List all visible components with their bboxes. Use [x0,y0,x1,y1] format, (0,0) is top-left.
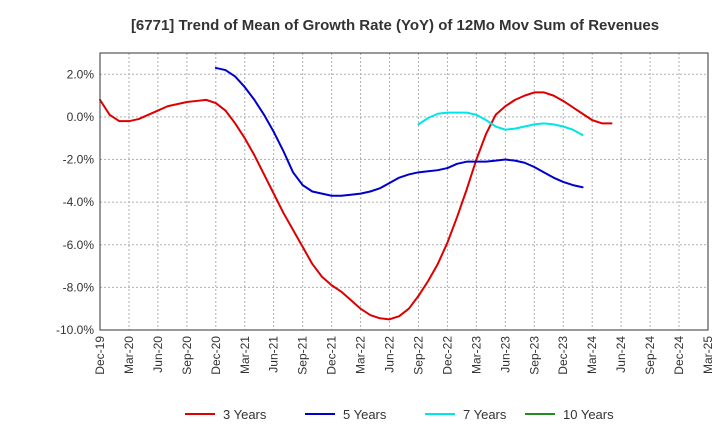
y-tick-label: 0.0% [67,110,95,124]
x-tick-label: Jun-24 [614,336,628,373]
legend-label: 5 Years [343,407,387,422]
legend: 3 Years 5 Years 7 Years 10 Years [185,407,614,422]
x-tick-label: Dec-23 [556,336,570,375]
x-tick-label: Mar-20 [122,336,136,374]
y-axis-ticks: 2.0% 0.0% -2.0% -4.0% -6.0% -8.0% -10.0% [56,67,94,337]
legend-label: 3 Years [223,407,267,422]
x-tick-label: Jun-21 [267,336,281,373]
grid [99,53,709,331]
y-tick-label: -4.0% [63,195,95,209]
series-lines [99,66,613,321]
x-tick-label: Sep-23 [527,336,541,375]
x-tick-label: Mar-24 [585,336,599,374]
y-tick-label: -8.0% [63,280,95,294]
x-tick-label: Dec-19 [93,336,107,375]
x-tick-label: Jun-23 [498,336,512,373]
series-line-5-years [214,66,584,197]
x-tick-label: Sep-22 [411,336,425,375]
y-tick-label: -10.0% [56,323,94,337]
legend-label: 10 Years [563,407,614,422]
x-axis-ticks: Dec-19 Mar-20 Jun-20 Sep-20 Dec-20 Mar-21 Jun-… [93,336,715,375]
x-tick-label: Sep-24 [643,336,657,375]
x-tick-label: Dec-21 [325,336,339,375]
series-line-7-years [417,111,584,137]
x-tick-label: Dec-20 [209,336,223,375]
x-tick-label: Mar-21 [238,336,252,374]
x-tick-label: Mar-23 [469,336,483,374]
y-tick-label: -2.0% [63,153,95,167]
y-tick-label: -6.0% [63,238,95,252]
legend-label: 7 Years [463,407,507,422]
x-tick-label: Jun-22 [383,336,397,373]
x-tick-label: Dec-24 [672,336,686,375]
x-tick-label: Dec-22 [440,336,454,375]
x-tick-label: Sep-21 [296,336,310,375]
series-line-3-years [99,91,613,321]
y-tick-label: 2.0% [67,67,95,81]
plot-frame [99,52,709,331]
chart-title: [6771] Trend of Mean of Growth Rate (YoY… [131,17,659,34]
x-tick-label: Sep-20 [180,336,194,375]
x-tick-label: Mar-25 [701,336,715,374]
x-tick-label: Jun-20 [151,336,165,373]
x-tick-label: Mar-22 [354,336,368,374]
